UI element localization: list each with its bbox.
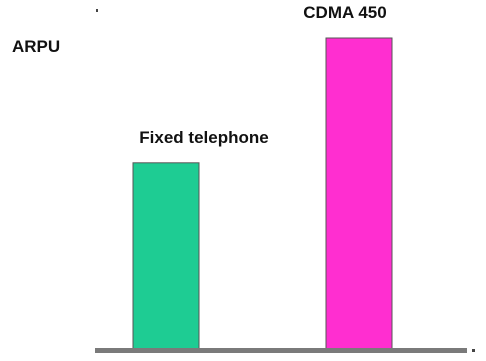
bar-cdma-450 (325, 37, 393, 351)
bar-fixed-telephone (132, 162, 200, 351)
category-label-cdma-450: CDMA 450 (303, 3, 386, 22)
x-axis-line (95, 348, 467, 353)
y-axis-label: ARPU (12, 37, 60, 56)
y-axis-top-mark (96, 9, 98, 12)
category-label-fixed-telephone: Fixed telephone (139, 128, 268, 147)
x-axis-end-mark (472, 349, 475, 352)
